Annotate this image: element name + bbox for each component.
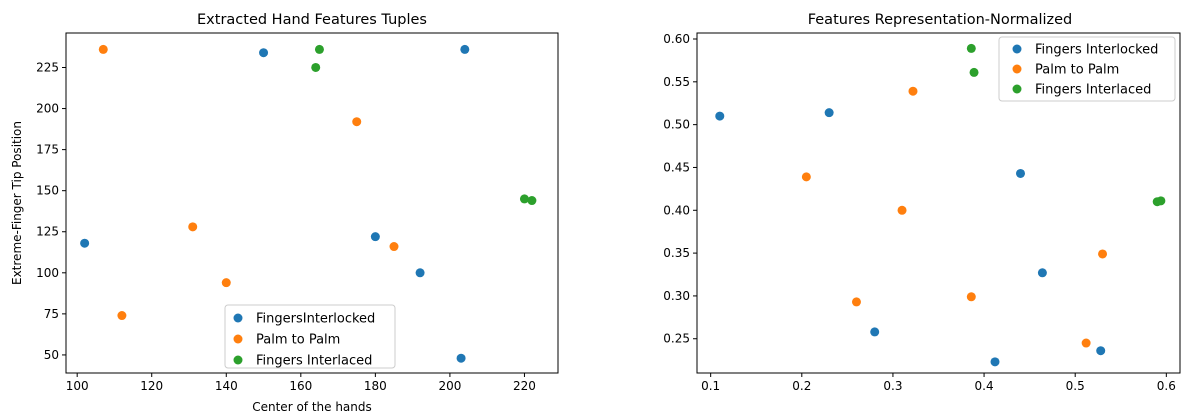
data-point bbox=[1156, 196, 1166, 206]
y-tick-label: 50 bbox=[44, 348, 59, 362]
x-tick-label: 120 bbox=[140, 379, 163, 393]
y-tick-label: 150 bbox=[36, 184, 59, 198]
x-tick-label: 100 bbox=[66, 379, 89, 393]
y-tick-label: 225 bbox=[36, 60, 59, 74]
data-point bbox=[80, 238, 90, 248]
legend-label: Fingers Interlocked bbox=[1035, 43, 1158, 58]
chart-title: Extracted Hand Features Tuples bbox=[197, 12, 427, 28]
x-axis-ticks: 100 120 140 160 180 200 220 bbox=[66, 373, 536, 393]
legend-marker bbox=[233, 334, 243, 344]
x-tick-label: 0.6 bbox=[1157, 379, 1176, 393]
data-point bbox=[352, 117, 362, 127]
data-point bbox=[221, 278, 231, 288]
plot-area-frame bbox=[696, 32, 1181, 374]
x-axis-ticks: 0.1 0.2 0.3 0.4 0.5 0.6 bbox=[701, 373, 1176, 393]
y-tick-label: 100 bbox=[36, 266, 59, 280]
legend-label: Palm to Palm bbox=[256, 333, 340, 348]
data-point bbox=[1081, 338, 1091, 348]
data-point bbox=[966, 292, 976, 302]
legend-label: Palm to Palm bbox=[1035, 63, 1119, 78]
data-point bbox=[259, 48, 269, 58]
chart-features-normalized: Features Representation-Normalized 0.1 0.… bbox=[663, 12, 1181, 393]
data-point bbox=[1098, 249, 1108, 259]
y-axis-ticks: 0.25 0.30 0.35 0.40 0.45 0.50 0.55 0.60 bbox=[663, 32, 697, 346]
y-tick-label: 125 bbox=[36, 225, 59, 239]
x-tick-label: 140 bbox=[215, 379, 238, 393]
legend-box bbox=[998, 36, 1176, 102]
data-point bbox=[1037, 268, 1047, 278]
data-point bbox=[908, 86, 918, 96]
x-axis-label: Center of the hands bbox=[252, 400, 372, 414]
data-points bbox=[80, 44, 537, 363]
legend-marker bbox=[233, 355, 243, 365]
y-tick-label: 0.60 bbox=[663, 32, 690, 46]
data-point bbox=[824, 108, 834, 118]
y-tick-label: 75 bbox=[44, 307, 59, 321]
data-point bbox=[966, 43, 976, 53]
data-points bbox=[715, 43, 1166, 367]
y-tick-label: 0.40 bbox=[663, 203, 690, 217]
legend-marker bbox=[1012, 64, 1022, 74]
data-point bbox=[117, 311, 127, 321]
x-tick-label: 0.2 bbox=[792, 379, 811, 393]
y-tick-label: 0.45 bbox=[663, 160, 690, 174]
data-point bbox=[870, 327, 880, 337]
data-point bbox=[389, 242, 399, 252]
x-tick-label: 0.5 bbox=[1066, 379, 1085, 393]
data-point bbox=[990, 357, 1000, 367]
y-axis-ticks: 50 75 100 125 150 175 200 225 bbox=[36, 60, 66, 362]
data-point bbox=[851, 297, 861, 307]
legend-label: FingersInterlocked bbox=[256, 312, 375, 327]
y-tick-label: 0.25 bbox=[663, 332, 690, 346]
data-point bbox=[311, 62, 321, 72]
x-tick-label: 160 bbox=[289, 379, 312, 393]
y-tick-label: 175 bbox=[36, 143, 59, 157]
y-tick-label: 0.30 bbox=[663, 289, 690, 303]
data-point bbox=[370, 232, 380, 242]
legend-box bbox=[224, 304, 396, 369]
y-tick-label: 0.55 bbox=[663, 75, 690, 89]
y-tick-label: 0.35 bbox=[663, 246, 690, 260]
legend-label: Fingers Interlaced bbox=[1035, 83, 1151, 98]
data-point bbox=[456, 353, 466, 363]
legend-marker bbox=[1012, 84, 1022, 94]
data-point bbox=[1016, 168, 1026, 178]
chart-title: Features Representation-Normalized bbox=[808, 12, 1073, 28]
legend: FingersInterlocked Palm to Palm Fingers In… bbox=[224, 304, 396, 369]
data-point bbox=[415, 268, 425, 278]
data-point bbox=[527, 196, 537, 206]
data-point bbox=[519, 194, 529, 204]
x-tick-label: 0.1 bbox=[701, 379, 720, 393]
data-point bbox=[98, 44, 108, 54]
data-point bbox=[1096, 346, 1106, 356]
data-point bbox=[897, 205, 907, 215]
x-tick-label: 220 bbox=[513, 379, 536, 393]
data-point bbox=[801, 172, 811, 182]
chart-hand-features: Extracted Hand Features Tuples 100 120 140… bbox=[10, 12, 559, 414]
legend-marker bbox=[1012, 44, 1022, 54]
x-tick-label: 180 bbox=[364, 379, 387, 393]
y-tick-label: 0.50 bbox=[663, 118, 690, 132]
legend: Fingers Interlocked Palm to Palm Fingers I… bbox=[998, 36, 1176, 102]
data-point bbox=[715, 111, 725, 121]
legend-marker bbox=[233, 313, 243, 323]
plot-area-frame bbox=[65, 32, 559, 374]
y-tick-label: 200 bbox=[36, 102, 59, 116]
x-tick-label: 0.4 bbox=[975, 379, 994, 393]
data-point bbox=[460, 44, 470, 54]
data-point bbox=[969, 67, 979, 77]
x-tick-label: 200 bbox=[438, 379, 461, 393]
y-axis-label: Extreme-Finger Tip Position bbox=[10, 121, 24, 285]
data-point bbox=[188, 222, 198, 232]
data-point bbox=[314, 44, 324, 54]
x-tick-label: 0.3 bbox=[883, 379, 902, 393]
legend-label: Fingers Interlaced bbox=[256, 354, 372, 369]
